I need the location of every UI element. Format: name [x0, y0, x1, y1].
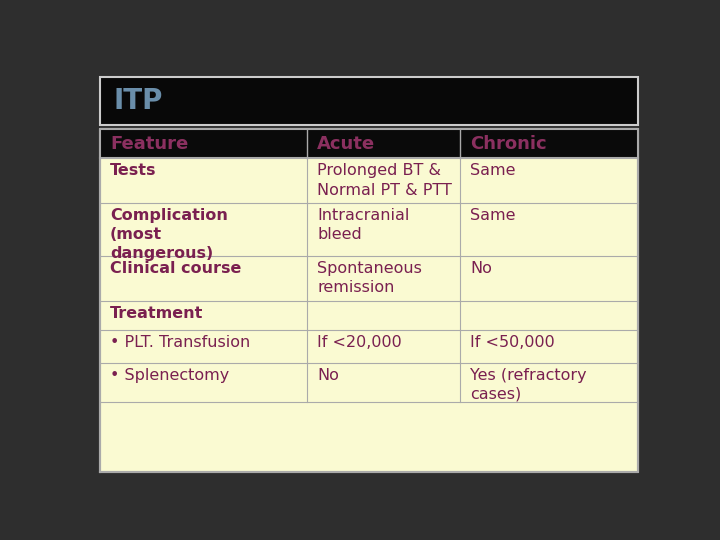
Text: Acute: Acute	[318, 135, 375, 153]
Text: Chronic: Chronic	[470, 135, 547, 153]
Text: Tests: Tests	[110, 164, 156, 178]
Text: Complication
(most
dangerous): Complication (most dangerous)	[110, 208, 228, 261]
Text: Spontaneous
remission: Spontaneous remission	[318, 261, 422, 295]
Text: If <50,000: If <50,000	[470, 335, 555, 350]
Text: Same: Same	[470, 164, 516, 178]
Text: Intracranial
bleed: Intracranial bleed	[318, 208, 410, 242]
FancyBboxPatch shape	[100, 129, 638, 472]
Text: • PLT. Transfusion: • PLT. Transfusion	[110, 335, 251, 350]
FancyBboxPatch shape	[100, 77, 638, 125]
Text: No: No	[318, 368, 339, 382]
Text: Yes (refractory
cases): Yes (refractory cases)	[470, 368, 587, 402]
Text: Clinical course: Clinical course	[110, 261, 241, 276]
Text: Prolonged BT &
Normal PT & PTT: Prolonged BT & Normal PT & PTT	[318, 164, 452, 198]
Text: ITP: ITP	[114, 87, 163, 115]
Text: • Splenectomy: • Splenectomy	[110, 368, 230, 382]
Text: No: No	[470, 261, 492, 276]
Text: Same: Same	[470, 208, 516, 223]
Text: Feature: Feature	[110, 135, 189, 153]
FancyBboxPatch shape	[100, 129, 638, 158]
Text: Treatment: Treatment	[110, 306, 204, 321]
Text: If <20,000: If <20,000	[318, 335, 402, 350]
